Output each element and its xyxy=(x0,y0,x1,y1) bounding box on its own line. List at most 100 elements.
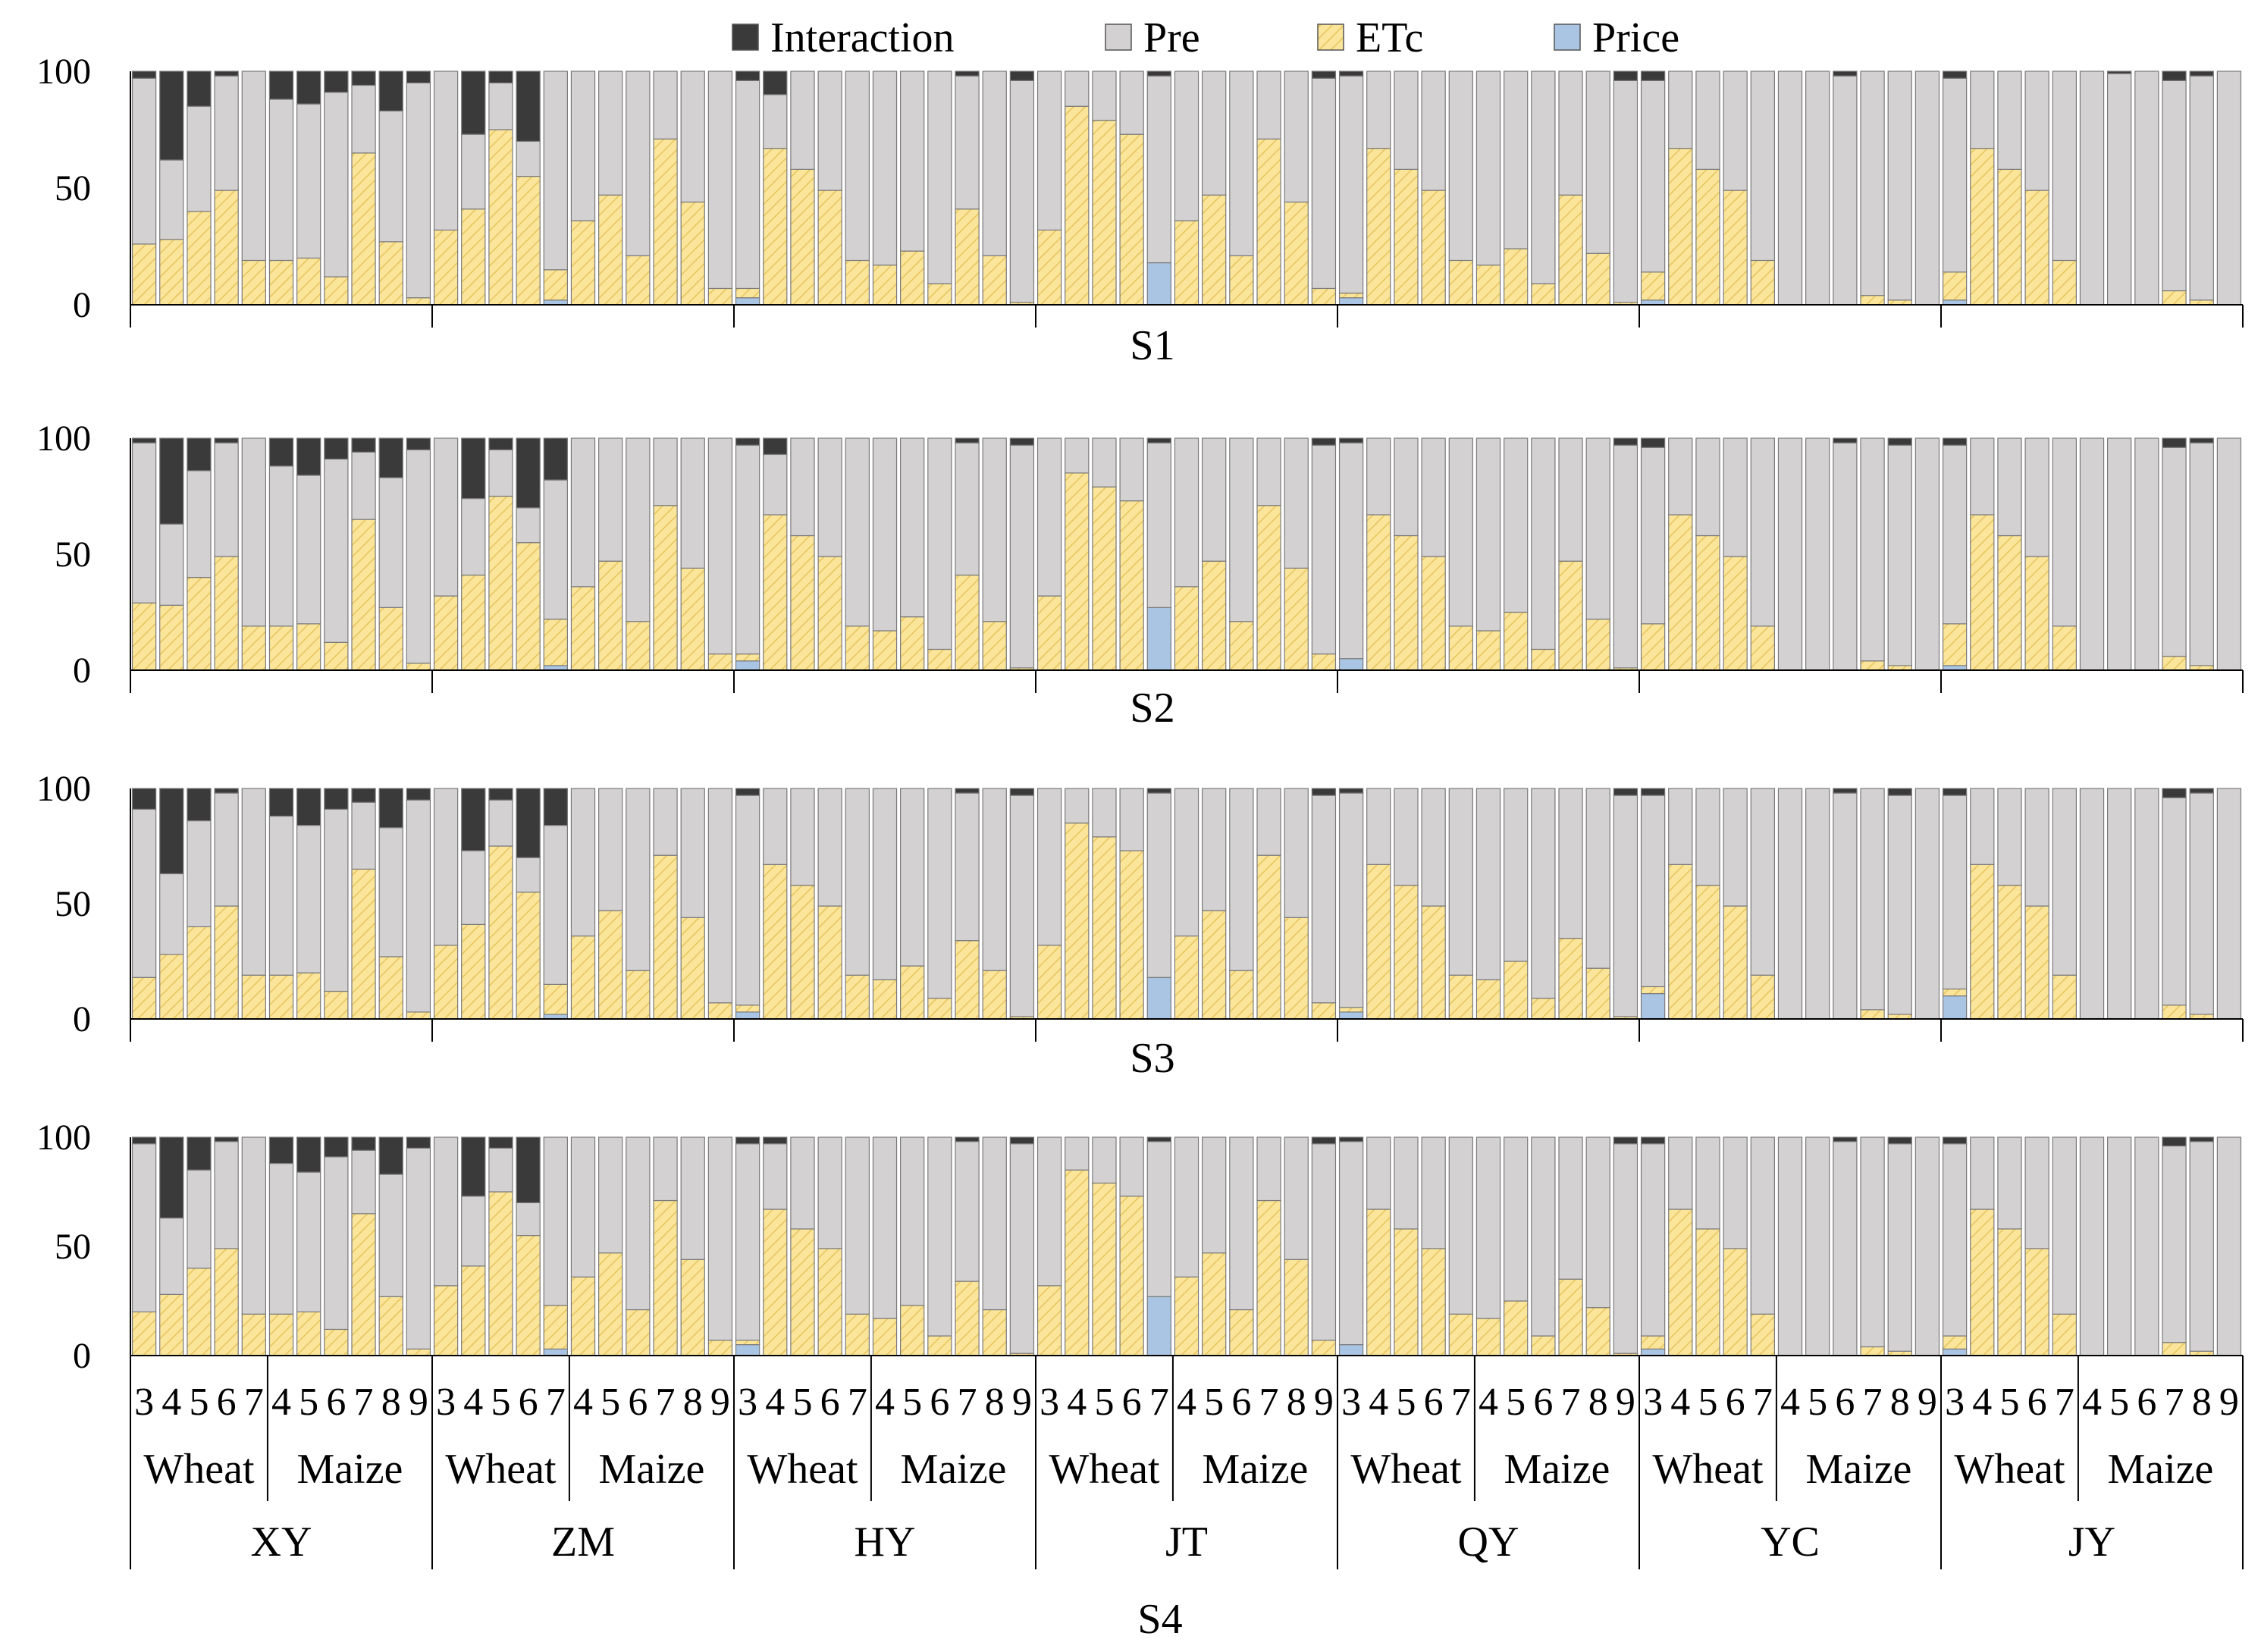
bar-segment-pre-YC-1 xyxy=(1640,80,1666,273)
bar-segment-pre-YC-7 xyxy=(1805,71,1830,306)
bar-segment-interaction-XY-8 xyxy=(324,1136,349,1158)
month-label-maize-5: 5 xyxy=(299,1381,318,1424)
legend-label-etc: ETc xyxy=(1356,14,1423,61)
bar-segment-etc-JT-1 xyxy=(1036,595,1062,671)
bar-segment-interaction-JT-11 xyxy=(1311,788,1337,796)
bar-segment-etc-JY-2 xyxy=(1970,864,1995,1020)
bar-segment-etc-YC-5 xyxy=(1750,974,1775,1020)
bar-segment-etc-JT-11 xyxy=(1311,1340,1337,1356)
bar-segment-etc-HY-3 xyxy=(790,885,815,1020)
bar-segment-pre-HY-9 xyxy=(955,792,980,942)
bar-segment-etc-ZM-1 xyxy=(433,595,459,671)
bar-segment-pre-ZM-11 xyxy=(707,71,733,290)
bar-segment-price-JT-5 xyxy=(1146,607,1171,671)
month-label-maize-7: 7 xyxy=(354,1381,374,1424)
bar-segment-etc-JY-9 xyxy=(2162,1342,2187,1356)
bar-segment-etc-XY-11 xyxy=(406,1011,431,1020)
month-label-maize-5: 5 xyxy=(902,1381,922,1424)
bar-segment-pre-XY-4 xyxy=(214,792,239,907)
month-label-wheat-3: 3 xyxy=(1945,1381,1965,1424)
month-label-maize-5: 5 xyxy=(601,1381,620,1424)
bar-segment-price-HY-1 xyxy=(735,1343,760,1356)
bar-segment-etc-JY-2 xyxy=(1970,514,1995,671)
bar-segment-etc-YC-4 xyxy=(1723,905,1748,1020)
bar-segment-pre-HY-2 xyxy=(763,1143,788,1210)
bar-segment-etc-ZM-10 xyxy=(680,917,705,1020)
bar-segment-pre-YC-3 xyxy=(1695,71,1720,170)
bar-segment-etc-QY-2 xyxy=(1366,148,1391,306)
bar-segment-interaction-HY-11 xyxy=(1009,788,1035,796)
bar-segment-price-JY-1 xyxy=(1942,995,1968,1020)
bar-segment-etc-YC-2 xyxy=(1668,148,1693,306)
bar-segment-pre-HY-6 xyxy=(872,437,898,632)
bar-segment-etc-YC-3 xyxy=(1695,534,1720,671)
y-tick-label: 100 xyxy=(36,418,91,459)
bar-segment-pre-YC-6 xyxy=(1777,1136,1803,1356)
bar-segment-pre-HY-8 xyxy=(927,71,952,284)
bar-segment-interaction-JY-10 xyxy=(2189,437,2214,444)
bar-segment-pre-HY-6 xyxy=(872,788,898,980)
month-label-maize-9: 9 xyxy=(1918,1381,1937,1424)
crop-label-wheat: Wheat xyxy=(747,1446,858,1493)
bar-segment-etc-JY-3 xyxy=(1997,168,2022,306)
bar-segment-etc-HY-4 xyxy=(817,556,842,671)
bar-segment-pre-JY-11 xyxy=(2216,788,2242,1020)
bar-segment-pre-HY-9 xyxy=(955,442,980,576)
month-label-wheat-3: 3 xyxy=(436,1381,456,1424)
bar-segment-pre-YC-11 xyxy=(1914,71,1940,306)
bar-segment-etc-YC-5 xyxy=(1750,1313,1775,1356)
bar-segment-etc-XY-7 xyxy=(296,257,321,306)
bar-segment-etc-HY-1 xyxy=(735,1340,760,1346)
bar-segment-etc-XY-9 xyxy=(351,152,376,306)
crop-label-wheat: Wheat xyxy=(445,1446,557,1493)
y-tick-label: 50 xyxy=(55,884,91,924)
bar-segment-pre-HY-2 xyxy=(763,788,788,865)
bar-segment-etc-HY-10 xyxy=(982,1309,1007,1356)
month-label-wheat-7: 7 xyxy=(1753,1381,1773,1424)
month-label-maize-7: 7 xyxy=(1259,1381,1279,1424)
month-label-maize-6: 6 xyxy=(930,1381,949,1424)
bar-segment-etc-ZM-4 xyxy=(516,542,541,671)
bar-segment-pre-JT-4 xyxy=(1119,437,1144,502)
bar-segment-etc-JY-4 xyxy=(2024,556,2049,671)
bar-segment-etc-XY-3 xyxy=(187,1268,212,1356)
bar-segment-interaction-XY-1 xyxy=(131,788,157,810)
bar-segment-pre-JT-8 xyxy=(1229,1136,1254,1311)
panels: 0 50 100 S1 0 50 100 S2 0 50 100 S3 0 50 100 xyxy=(36,52,2244,1376)
bar-segment-pre-ZM-11 xyxy=(707,1136,733,1341)
bar-segment-etc-QY-6 xyxy=(1475,1318,1501,1356)
bar-segment-etc-YC-2 xyxy=(1668,514,1693,671)
month-label-wheat-7: 7 xyxy=(848,1381,867,1424)
bar-segment-pre-HY-9 xyxy=(955,1141,980,1282)
bar-segment-etc-QY-4 xyxy=(1421,190,1446,306)
bar-segment-price-QY-1 xyxy=(1338,658,1364,671)
bar-segment-etc-QY-9 xyxy=(1558,194,1583,306)
legend-label-price: Price xyxy=(1592,14,1679,61)
bar-segment-pre-JT-9 xyxy=(1256,788,1281,856)
month-label-wheat-6: 6 xyxy=(820,1381,840,1424)
bar-segment-etc-ZM-3 xyxy=(488,1191,513,1356)
bar-segment-pre-JT-11 xyxy=(1311,444,1337,655)
bar-segment-pre-ZM-3 xyxy=(488,799,513,847)
month-label-wheat-5: 5 xyxy=(189,1381,209,1424)
bar-segment-etc-XY-6 xyxy=(268,259,294,306)
bar-segment-pre-JY-4 xyxy=(2024,788,2049,907)
bar-segment-price-ZM-5 xyxy=(543,1348,568,1356)
bar-segment-pre-ZM-7 xyxy=(598,788,623,911)
site-label-JT: JT xyxy=(1165,1519,1208,1566)
month-label-maize-9: 9 xyxy=(710,1381,730,1424)
bar-segment-etc-XY-2 xyxy=(159,1293,184,1356)
bar-segment-pre-XY-7 xyxy=(296,103,321,259)
bar-segment-etc-JT-2 xyxy=(1065,822,1090,1020)
bar-segment-pre-XY-1 xyxy=(131,808,157,978)
bar-segment-etc-HY-9 xyxy=(955,1281,980,1356)
bar-segment-pre-XY-10 xyxy=(378,827,403,958)
month-label-maize-7: 7 xyxy=(1863,1381,1883,1424)
bar-segment-etc-HY-6 xyxy=(872,630,898,671)
bar-segment-pre-YC-7 xyxy=(1805,1136,1830,1356)
bar-segment-etc-XY-10 xyxy=(378,607,403,671)
bar-segment-price-HY-1 xyxy=(735,660,760,671)
bar-segment-pre-YC-8 xyxy=(1833,1141,1858,1356)
y-tick-label: 0 xyxy=(73,999,91,1039)
month-label-maize-7: 7 xyxy=(1561,1381,1581,1424)
